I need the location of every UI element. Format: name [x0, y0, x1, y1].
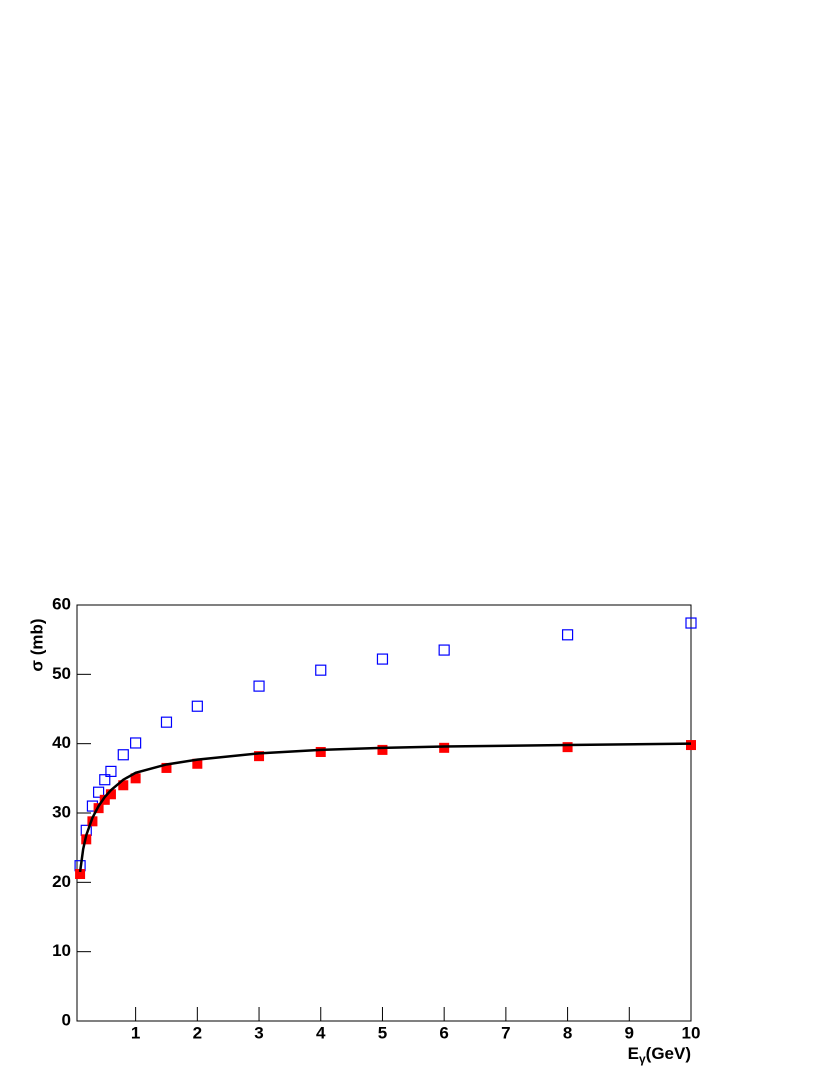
data-point	[105, 765, 117, 778]
x-tick-label: 4	[316, 1023, 326, 1042]
data-point	[130, 737, 142, 749]
data-point	[685, 617, 697, 629]
y-tick-label: 60	[52, 594, 71, 613]
y-tick-label: 50	[52, 664, 71, 683]
data-point	[105, 789, 116, 800]
data-point	[99, 794, 110, 805]
data-point	[254, 751, 265, 762]
data-point	[99, 774, 111, 786]
y-tick-label: 30	[52, 802, 71, 821]
x-tick-label: 9	[625, 1023, 634, 1042]
x-tick-label: 5	[378, 1023, 387, 1042]
data-point	[117, 749, 129, 761]
plot-frame	[76, 604, 692, 1022]
data-point	[160, 716, 173, 728]
y-tick-label: 0	[62, 1010, 71, 1029]
x-tick-label: 10	[682, 1023, 701, 1042]
y-axis-label: σ (mb)	[27, 618, 46, 671]
data-point	[253, 680, 265, 692]
data-point	[92, 786, 105, 798]
data-point	[118, 780, 129, 791]
y-tick-label: 20	[52, 872, 71, 891]
data-point	[192, 758, 203, 769]
data-point	[376, 653, 389, 665]
x-label-rest: (GeV)	[646, 1044, 691, 1063]
x-tick-label: 6	[439, 1023, 448, 1042]
y-tick-label: 10	[52, 941, 71, 960]
x-label-base: E	[628, 1044, 639, 1063]
data-point	[161, 762, 172, 773]
data-point	[377, 744, 388, 755]
x-tick-label: 7	[501, 1023, 510, 1042]
data-point	[191, 700, 203, 712]
x-axis-label: Eγ(GeV)	[628, 1044, 691, 1066]
data-point	[130, 773, 141, 784]
x-tick-label: 3	[254, 1023, 263, 1042]
x-tick-label: 2	[193, 1023, 202, 1042]
data-point	[562, 742, 573, 753]
data-point	[686, 740, 696, 751]
x-label-sub: γ	[639, 1052, 646, 1066]
data-point	[438, 644, 450, 656]
data-point	[75, 869, 86, 880]
fit-curve	[78, 742, 692, 873]
data-point	[315, 664, 327, 676]
data-point	[439, 742, 450, 753]
y-tick-label: 40	[52, 733, 71, 752]
x-tick-label: 1	[131, 1023, 140, 1042]
data-point	[561, 629, 574, 641]
data-point	[315, 746, 326, 757]
x-tick-label: 8	[563, 1023, 572, 1042]
